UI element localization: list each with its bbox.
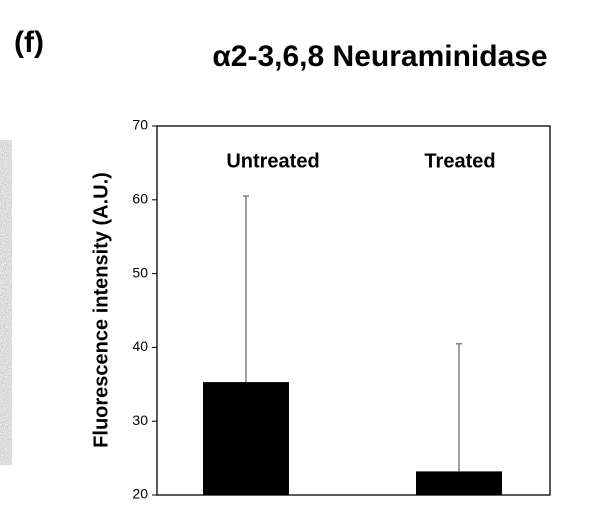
bar	[203, 382, 289, 495]
y-tick-label: 30	[132, 412, 148, 428]
y-tick-label: 40	[132, 338, 148, 354]
y-tick-label: 20	[132, 486, 148, 502]
y-axis-label: Fluorescence intensity (A.U.)	[90, 172, 112, 448]
bar	[416, 471, 502, 495]
category-label: Untreated	[226, 150, 319, 172]
panel-label: (f)	[14, 26, 44, 59]
chart: (f) α2-3,6,8 Neuraminidase Fluorescence …	[0, 0, 591, 507]
y-tick-label: 70	[132, 117, 148, 133]
chart-title: α2-3,6,8 Neuraminidase	[212, 40, 547, 73]
y-tick-label: 60	[132, 191, 148, 207]
y-tick-label: 50	[132, 264, 148, 280]
image-strip	[0, 140, 12, 465]
category-label: Treated	[424, 150, 495, 172]
